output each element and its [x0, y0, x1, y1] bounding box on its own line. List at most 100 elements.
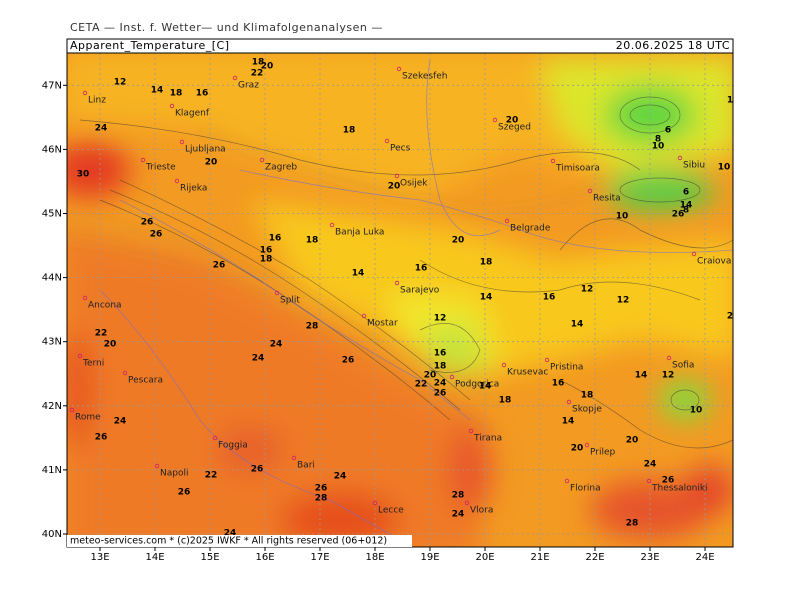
city-marker	[361, 313, 367, 319]
city-label: Lecce	[378, 506, 404, 516]
valid-time: 20.06.2025 18 UTC	[616, 39, 730, 52]
lon-tick-label: 16E	[255, 552, 274, 563]
city-label: Szeged	[498, 123, 531, 133]
city-marker	[394, 173, 400, 179]
city-marker	[69, 407, 75, 413]
contour-label: 10	[652, 142, 665, 152]
contour-label: 18	[581, 391, 594, 401]
city-marker	[394, 280, 400, 286]
contour-label: 6	[665, 126, 671, 136]
city-label: Krusevac	[507, 368, 548, 378]
city-label: Napoli	[160, 469, 188, 479]
lat-tick-label: 41N	[42, 465, 62, 476]
city-label: Timisoara	[555, 164, 600, 174]
contour-label: 28	[626, 519, 639, 529]
contour-label: 20	[104, 340, 117, 350]
contour-label: 12	[662, 371, 675, 381]
contour-label: 14	[571, 320, 584, 330]
contour-label: 28	[306, 322, 319, 332]
city-label: Ancona	[88, 301, 122, 311]
contour-label: 24	[224, 529, 237, 539]
contour-label: 18	[480, 258, 493, 268]
contour-label: 22	[251, 69, 264, 79]
city-marker	[501, 362, 507, 368]
contour-label: 24	[252, 354, 265, 364]
lon-tick-label: 24E	[695, 552, 714, 563]
city-label: Skopje	[572, 405, 602, 415]
contour-label: 26	[251, 465, 264, 475]
contour-label: 16	[543, 293, 556, 303]
city-marker	[77, 353, 83, 359]
lon-tick-label: 23E	[640, 552, 659, 563]
city-marker	[82, 90, 88, 96]
contour-label: 18	[499, 396, 512, 406]
contour-label: 20	[626, 436, 639, 446]
labels: Linz Graz Szekesfeh Klagenf Ljubljana Zagreb P…	[69, 58, 733, 539]
contour-label: 8	[683, 206, 689, 216]
city-label: Craiova	[697, 257, 731, 267]
contour-label: 28	[452, 491, 465, 501]
city-label: Vlora	[470, 506, 493, 516]
contour-label: 12	[114, 78, 127, 88]
city-label: Linz	[88, 96, 106, 106]
contour-label: 24	[114, 417, 127, 427]
city-label: Split	[280, 296, 300, 306]
contour-label: 14	[151, 86, 164, 96]
contour-label: 26	[150, 230, 163, 240]
city-marker	[274, 290, 280, 296]
contour-label: 10	[616, 212, 629, 222]
city-label: Sarajevo	[400, 286, 440, 296]
city-marker	[154, 463, 160, 469]
city-label: Banja Luka	[335, 228, 384, 238]
city-marker	[691, 251, 697, 257]
contour-label: 20	[205, 158, 218, 168]
city-label: Terni	[82, 359, 104, 369]
contour-label: 20	[571, 444, 584, 454]
lat-tick-label: 43N	[42, 337, 62, 348]
city-marker	[544, 357, 550, 363]
city-label: Pristina	[550, 363, 583, 373]
contour-label: 24	[644, 460, 657, 470]
contour-label: 16	[434, 349, 447, 359]
city-label: Podgorica	[455, 380, 499, 390]
contour-label: 26	[95, 433, 108, 443]
city-marker	[396, 66, 402, 72]
city-label: Thessaloniki	[651, 484, 708, 494]
contour-label: 28	[315, 494, 328, 504]
graticule: 13E 14E 15E 16E 17E 18E 19E 20E 21E 22E 23E 24E 40N 4…	[42, 53, 733, 563]
contour-label: 24	[452, 510, 465, 520]
city-label: Bari	[297, 461, 315, 471]
contour-label: 18	[343, 126, 356, 136]
lat-tick-label: 42N	[42, 401, 62, 412]
contour-label: 18	[170, 89, 183, 99]
city-marker	[169, 103, 175, 109]
contour-label: 14	[479, 382, 492, 392]
contour-label: 14	[635, 371, 648, 381]
contour-label: 24	[334, 472, 347, 482]
lon-tick-label: 14E	[145, 552, 164, 563]
city-label: Prilep	[590, 448, 616, 458]
contour-label: 26	[315, 484, 328, 494]
city-label: Osijek	[400, 179, 428, 189]
contour-label: 26	[141, 218, 154, 228]
lon-tick-label: 22E	[585, 552, 604, 563]
footer: meteo-services.com * (c)2025 IWKF * All …	[70, 536, 387, 547]
city-label: Sibiu	[683, 161, 705, 171]
city-marker	[384, 138, 390, 144]
city-marker	[646, 478, 652, 484]
city-marker	[566, 399, 572, 405]
lon-tick-label: 17E	[310, 552, 329, 563]
contour-label: 14	[352, 269, 365, 279]
lat-tick-label: 45N	[42, 209, 62, 220]
lat-tick-label: 44N	[42, 273, 62, 284]
contour-label: 14	[480, 293, 493, 303]
contour-label: 16	[260, 246, 273, 256]
contour-label: 16	[196, 89, 209, 99]
contour-label: 20	[424, 371, 437, 381]
city-label: Pecs	[390, 144, 411, 154]
contour-label: 20	[452, 236, 465, 246]
city-marker	[179, 139, 185, 145]
city-marker	[464, 500, 470, 506]
city-marker	[259, 157, 265, 163]
